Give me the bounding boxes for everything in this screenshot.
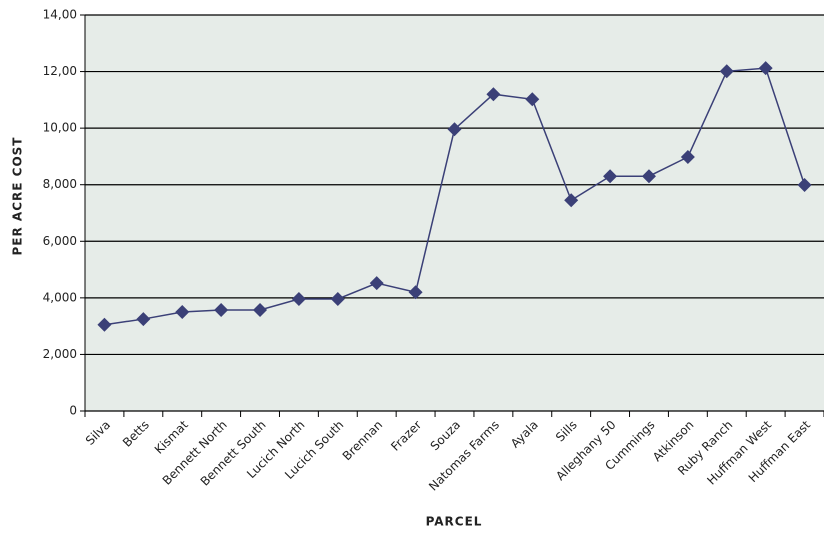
y-tick-label: 0: [69, 404, 77, 418]
marker: [291, 291, 306, 306]
marker: [369, 276, 384, 291]
marker: [408, 285, 423, 300]
marker: [175, 305, 190, 319]
y-axis-title: PER ACRE COST: [11, 137, 25, 256]
marker: [797, 177, 812, 192]
marker: [758, 61, 773, 76]
marker: [214, 303, 229, 318]
marker: [447, 122, 462, 137]
y-tick-label: 6,000: [43, 234, 77, 248]
marker: [564, 193, 579, 208]
x-tick-label: Betts: [120, 418, 152, 450]
marker: [486, 87, 501, 102]
y-tick-label: 8,000: [43, 177, 77, 191]
marker: [680, 149, 695, 164]
x-tick-label: Silva: [83, 418, 113, 448]
marker: [719, 64, 734, 79]
marker: [136, 312, 151, 327]
x-tick-label: Kismat: [152, 417, 191, 456]
marker: [97, 317, 112, 332]
plot-area: [85, 15, 824, 411]
y-tick-label: 4,000: [43, 290, 77, 304]
x-axis-title: PARCEL: [426, 515, 483, 529]
x-tick-label: Natomas Farms: [426, 418, 502, 494]
marker: [525, 92, 540, 107]
marker: [603, 169, 618, 184]
y-tick-label: 10,00: [43, 121, 77, 135]
x-tick-label: Brennan: [340, 418, 386, 464]
marker: [641, 169, 656, 184]
x-tick-label: Sills: [553, 418, 580, 445]
x-tick-label: Ayala: [508, 418, 541, 451]
x-tick-label: Frazer: [388, 418, 424, 454]
y-tick-label: 14,00: [43, 8, 77, 22]
x-tick-label: Souza: [428, 418, 464, 454]
y-tick-label: 2,000: [43, 347, 77, 361]
marker: [330, 291, 345, 306]
marker: [253, 303, 268, 318]
y-tick-label: 12,00: [43, 64, 77, 78]
